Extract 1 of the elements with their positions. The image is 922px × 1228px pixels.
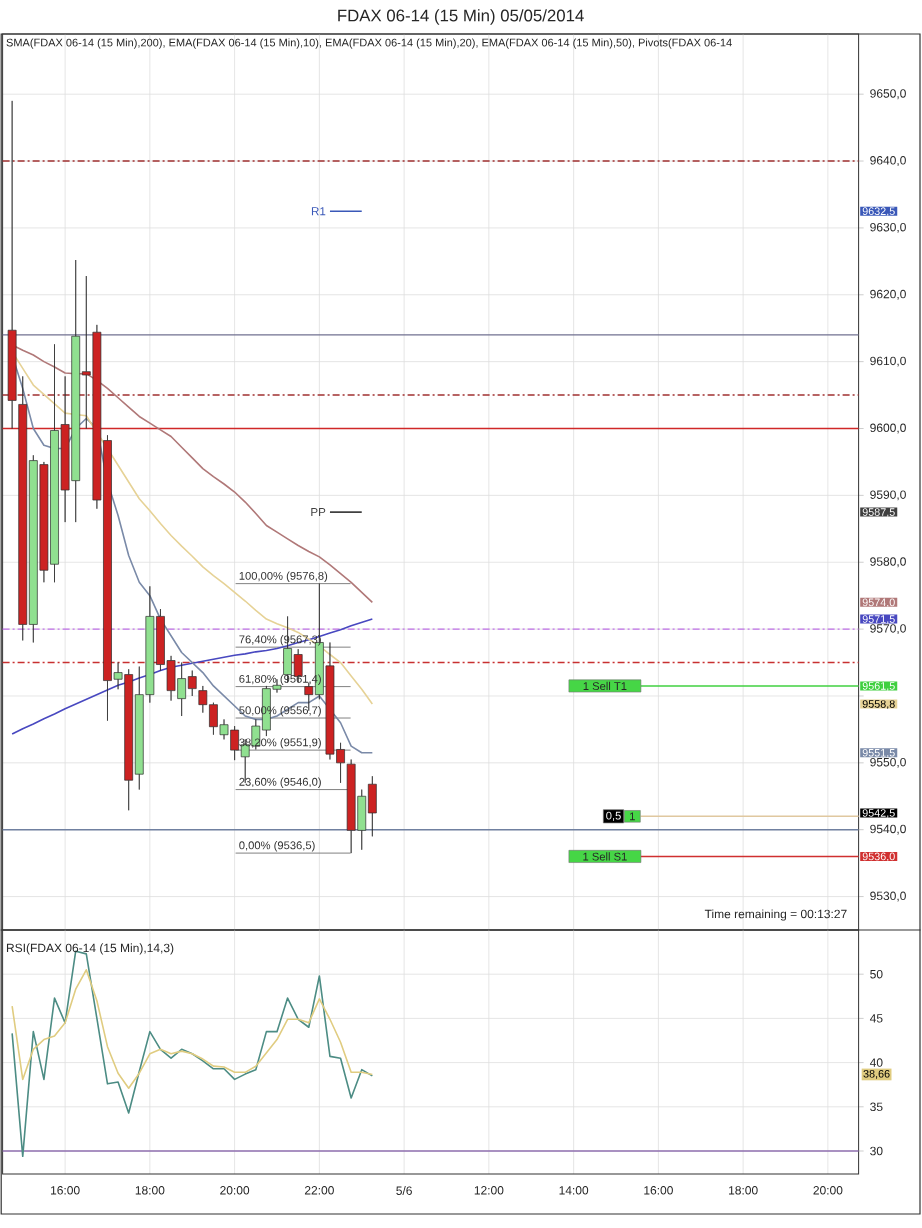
chart-title: FDAX 06-14 (15 Min) 05/05/2014 — [338, 9, 585, 25]
